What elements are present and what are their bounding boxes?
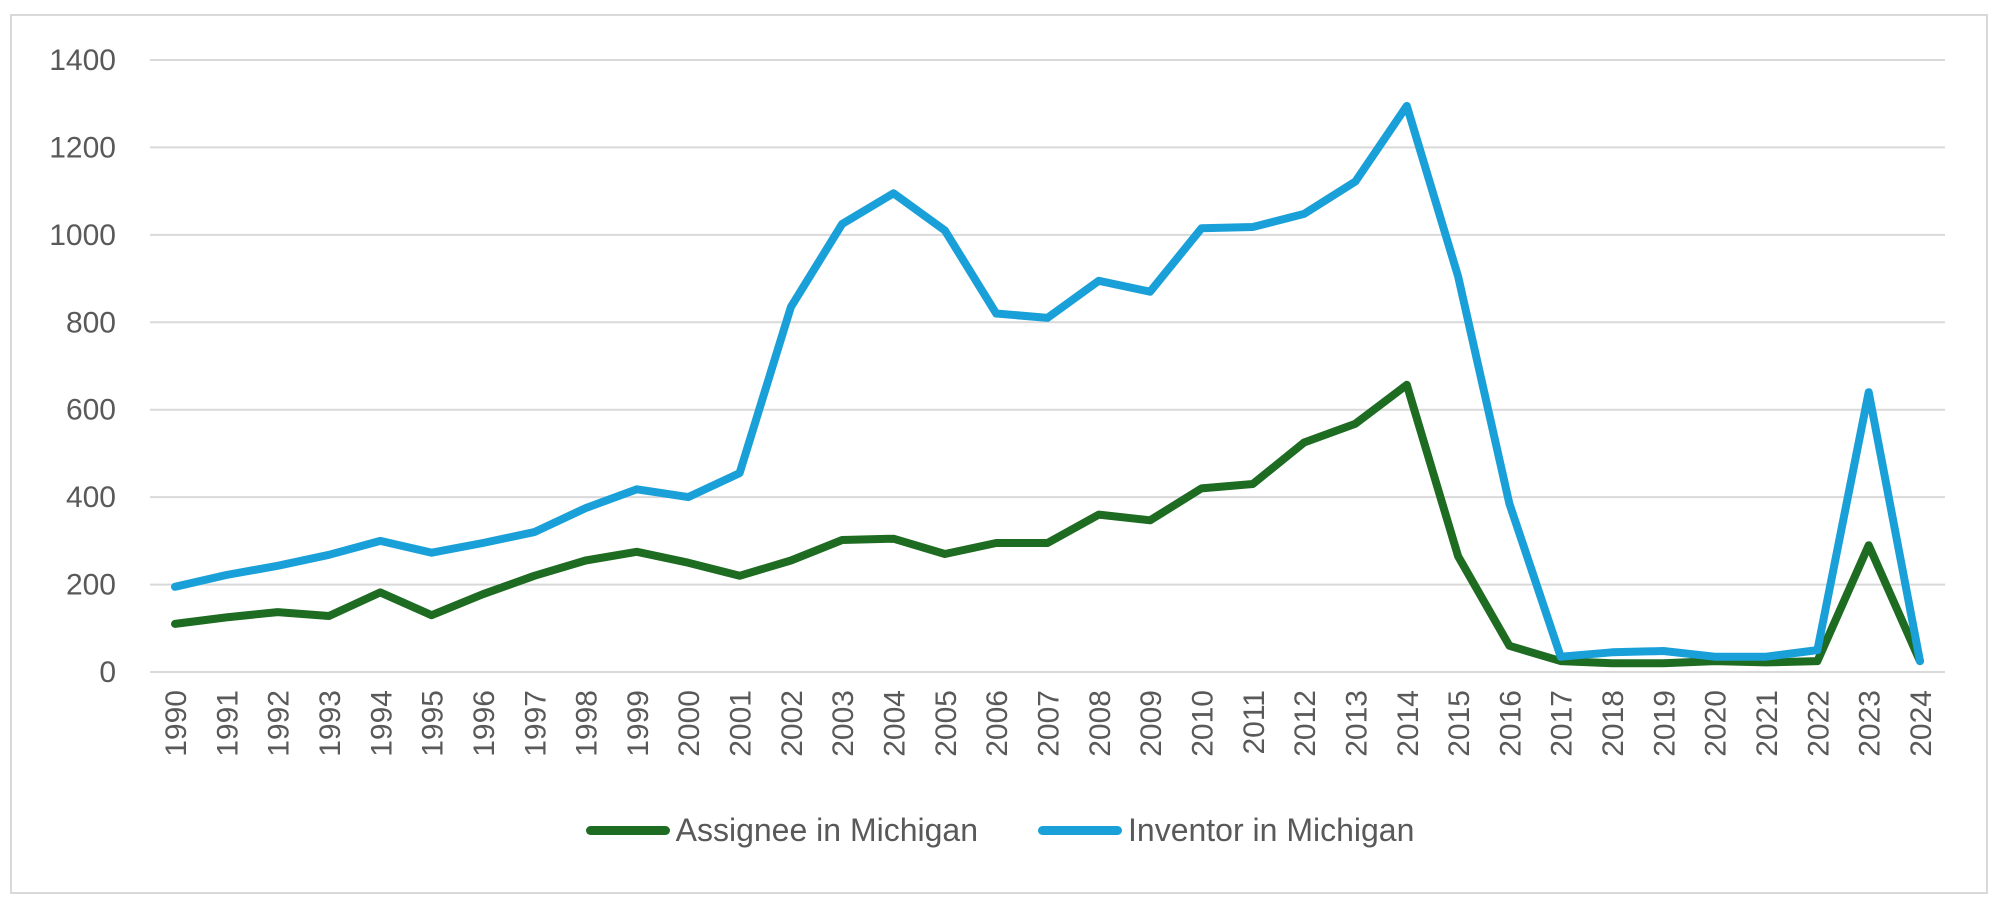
y-tick-label: 1400 <box>49 44 116 77</box>
x-tick-label: 2024 <box>1905 690 1938 757</box>
y-tick-label: 800 <box>66 306 116 339</box>
x-tick-label: 1997 <box>519 690 552 757</box>
x-tick-label: 2012 <box>1289 690 1322 757</box>
y-axis-ticks: 0 200 400 600 800 1000 1200 1400 <box>49 44 116 689</box>
x-tick-label: 1996 <box>468 690 501 757</box>
x-tick-label: 1992 <box>263 690 296 757</box>
x-tick-label: 2011 <box>1238 690 1271 755</box>
legend: Assignee in Michigan Inventor in Michiga… <box>0 812 2000 849</box>
y-tick-label: 1200 <box>49 131 116 164</box>
series-line-assignee-in-michigan <box>171 380 1924 668</box>
x-tick-label: 2013 <box>1340 690 1373 757</box>
y-tick-label: 1000 <box>49 219 116 252</box>
y-tick-label: 200 <box>66 569 116 602</box>
x-tick-label: 2005 <box>930 690 963 757</box>
x-tick-label: 2009 <box>1135 690 1168 757</box>
x-tick-label: 1993 <box>314 690 347 757</box>
x-axis-ticks: 1990 1991 1992 1993 1994 1995 1996 1997 1998 1999… <box>160 690 1938 757</box>
x-tick-label: 2014 <box>1392 690 1425 757</box>
legend-label-assignee: Assignee in Michigan <box>675 812 978 848</box>
x-tick-label: 2002 <box>776 690 809 757</box>
x-tick-label: 1991 <box>211 690 244 757</box>
series-lines <box>171 101 1924 668</box>
legend-item-inventor[interactable]: Inventor in Michigan <box>1038 812 1414 849</box>
x-tick-label: 2017 <box>1546 690 1579 757</box>
x-tick-label: 1994 <box>365 690 398 757</box>
legend-label-inventor: Inventor in Michigan <box>1128 812 1415 848</box>
x-tick-label: 2003 <box>827 690 860 757</box>
x-tick-label: 2023 <box>1854 690 1887 757</box>
gridlines <box>150 59 1945 673</box>
x-tick-label: 1995 <box>417 690 450 757</box>
chart-frame <box>10 14 1988 894</box>
legend-swatch-assignee <box>585 826 670 835</box>
series-line-inventor-in-michigan <box>171 101 1924 666</box>
x-tick-label: 2020 <box>1700 690 1733 757</box>
x-tick-label: 2004 <box>879 690 912 757</box>
legend-item-assignee[interactable]: Assignee in Michigan <box>585 812 978 849</box>
x-tick-label: 2010 <box>1186 690 1219 757</box>
x-tick-label: 1990 <box>160 690 193 757</box>
legend-swatch-inventor <box>1038 826 1122 835</box>
x-tick-label: 2000 <box>673 690 706 757</box>
x-tick-label: 2016 <box>1494 690 1527 757</box>
y-tick-label: 600 <box>66 394 116 427</box>
x-tick-label: 2001 <box>725 690 758 757</box>
x-tick-label: 2019 <box>1648 690 1681 757</box>
x-tick-label: 2007 <box>1033 690 1066 757</box>
x-tick-label: 1999 <box>622 690 655 757</box>
x-tick-label: 2022 <box>1802 690 1835 757</box>
y-tick-label: 400 <box>66 481 116 514</box>
x-tick-label: 2018 <box>1597 690 1630 757</box>
y-tick-label: 0 <box>99 656 116 689</box>
x-tick-label: 2021 <box>1751 690 1784 757</box>
x-tick-label: 2008 <box>1084 690 1117 757</box>
x-tick-label: 1998 <box>571 690 604 757</box>
x-tick-label: 2006 <box>981 690 1014 757</box>
x-tick-label: 2015 <box>1443 690 1476 757</box>
